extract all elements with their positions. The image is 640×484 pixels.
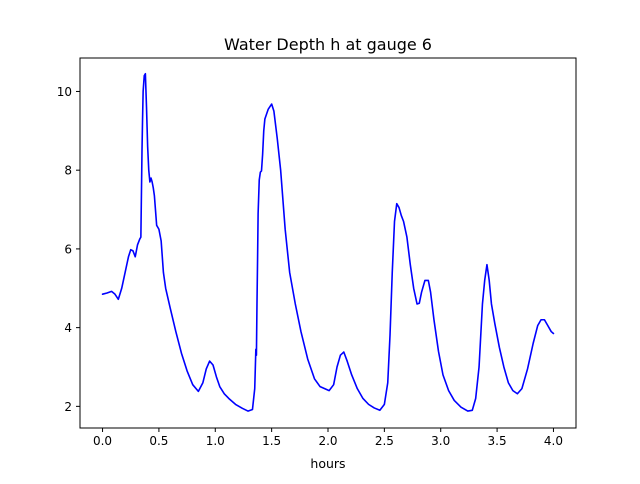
y-tick-label: 2 (64, 400, 72, 414)
axis-ticks: 0.0 0.5 1.0 1.5 2.0 2.5 3.0 3.5 4.0 2 4 6 8 10 (57, 85, 563, 448)
y-tick-label: 6 (64, 242, 72, 256)
x-tick-label: 2.5 (375, 434, 394, 448)
x-tick-label: 1.5 (262, 434, 281, 448)
x-tick-label: 1.0 (206, 434, 225, 448)
x-tick-label: 4.0 (544, 434, 563, 448)
plot-frame (79, 57, 577, 429)
x-tick-label: 3.5 (488, 434, 507, 448)
x-tick-label: 0.5 (149, 434, 168, 448)
y-tick-label: 10 (57, 85, 72, 99)
y-tick-label: 4 (64, 321, 72, 335)
series-layer (101, 72, 555, 412)
series-line-0 (101, 72, 555, 412)
y-tick-label: 8 (64, 164, 72, 178)
x-axis-label: hours (310, 456, 345, 471)
x-tick-label: 0.0 (93, 434, 112, 448)
x-tick-label: 3.0 (431, 434, 450, 448)
chart-title: Water Depth h at gauge 6 (224, 35, 432, 54)
x-tick-label: 2.0 (318, 434, 337, 448)
